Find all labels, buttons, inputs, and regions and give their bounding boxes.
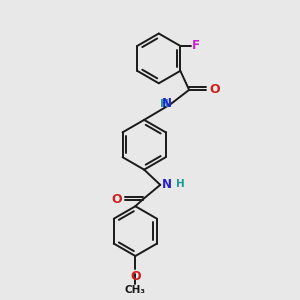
Text: O: O (130, 270, 141, 283)
Text: N: N (162, 178, 172, 191)
Text: O: O (209, 83, 220, 96)
Text: H: H (176, 179, 185, 189)
Text: O: O (112, 193, 122, 206)
Text: CH₃: CH₃ (125, 285, 146, 295)
Text: F: F (192, 40, 200, 52)
Text: H: H (160, 99, 168, 109)
Text: N: N (162, 98, 172, 110)
